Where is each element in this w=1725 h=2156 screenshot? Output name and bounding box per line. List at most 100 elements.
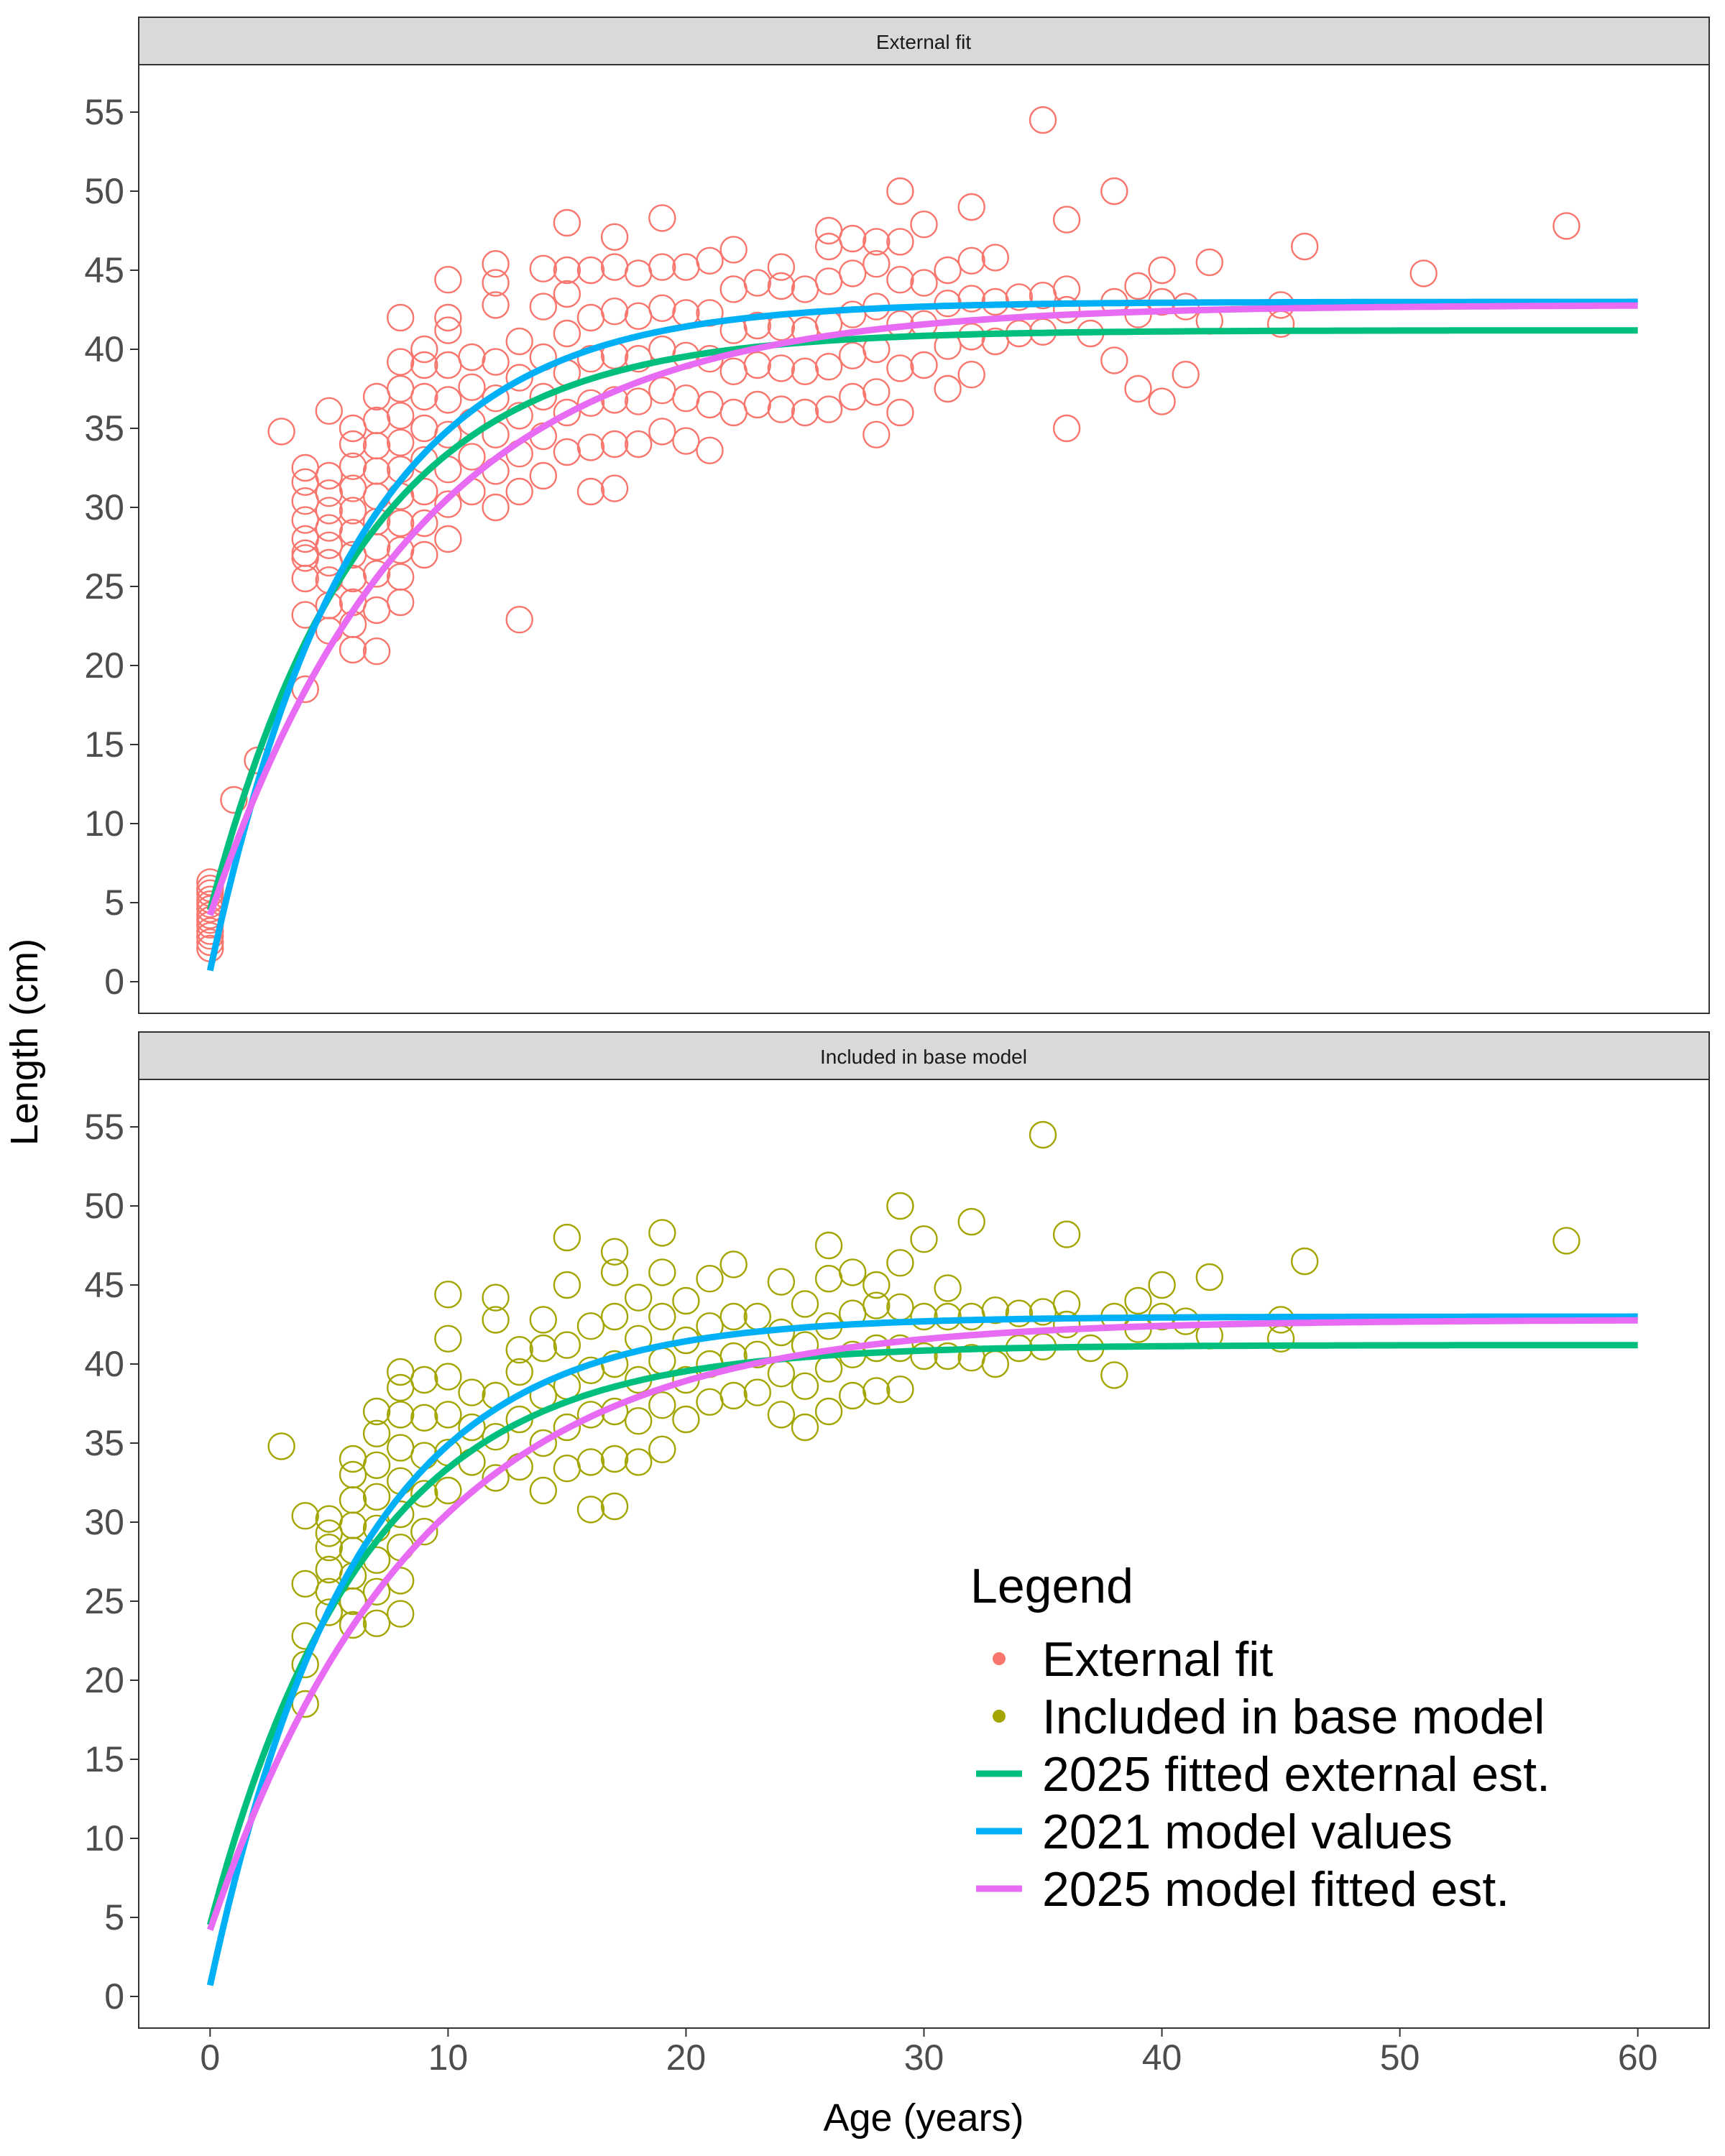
data-point [576, 477, 605, 506]
data-point [957, 361, 985, 389]
data-point [362, 637, 391, 665]
data-point [648, 1302, 676, 1331]
data-point [553, 280, 581, 308]
data-point [434, 303, 462, 332]
data-point [576, 256, 605, 285]
data-point [1124, 272, 1152, 300]
data-point [196, 928, 224, 957]
data-point [814, 1397, 843, 1426]
data-point [482, 348, 510, 376]
data-point [482, 1306, 510, 1334]
data-point [315, 461, 343, 490]
data-point [600, 298, 629, 326]
facet-panel-external-fit: External fit 0 5 10 15 20 25 30 35 40 45 50 55 [84, 17, 1710, 1014]
data-point [576, 1401, 605, 1429]
data-point [482, 269, 510, 297]
data-point [910, 269, 938, 297]
data-point [862, 1377, 891, 1405]
data-point [529, 1476, 557, 1505]
facet-strip [138, 1031, 1710, 1080]
data-point [529, 1334, 557, 1363]
data-point [814, 395, 843, 423]
data-point [648, 204, 676, 232]
data-point [1148, 1271, 1176, 1299]
data-point [529, 1429, 557, 1457]
data-point [957, 1207, 985, 1236]
data-point [291, 1501, 319, 1530]
data-point [410, 1404, 438, 1432]
y-tick-label: 45 [84, 1265, 124, 1305]
y-tick-label: 15 [84, 1739, 124, 1779]
data-point [505, 606, 533, 634]
plot-area-border [138, 64, 1710, 1014]
data-point [553, 1271, 581, 1299]
legend-item-label: Included in base model [1042, 1690, 1545, 1744]
data-point [814, 1231, 843, 1260]
x-tick-label: 20 [666, 2037, 707, 2078]
y-tick-label: 30 [84, 487, 124, 528]
data-point [339, 1611, 367, 1639]
growth-curve [207, 302, 1638, 916]
data-point [767, 395, 796, 423]
data-point [625, 1448, 653, 1476]
data-point [434, 490, 462, 518]
data-point [553, 256, 581, 285]
data-point [910, 351, 938, 379]
y-tick-label: 0 [104, 962, 124, 1002]
y-tick-label: 20 [84, 1660, 124, 1700]
data-point [553, 319, 581, 348]
y-tick-label: 25 [84, 566, 124, 607]
data-point [957, 285, 985, 313]
data-point [862, 1271, 891, 1299]
data-point [339, 430, 367, 459]
data-point [934, 1342, 962, 1370]
y-tick-label: 0 [104, 1976, 124, 2017]
data-point [648, 294, 676, 322]
x-axis-title: Age (years) [823, 2096, 1024, 2139]
y-tick-label: 5 [104, 883, 124, 923]
data-point [482, 250, 510, 278]
data-point [434, 1401, 462, 1429]
facet-strip-label: Included in base model [820, 1046, 1027, 1068]
y-tick-label: 5 [104, 1897, 124, 1938]
data-point [267, 1432, 295, 1460]
data-point [696, 247, 724, 275]
data-point [529, 1306, 557, 1334]
data-point [886, 1192, 914, 1220]
data-point [743, 1340, 772, 1369]
data-point [576, 345, 605, 373]
data-point [410, 477, 438, 506]
y-tick-label: 25 [84, 1581, 124, 1621]
data-point [1195, 248, 1224, 277]
data-point [553, 398, 581, 427]
data-point [339, 452, 367, 480]
data-point [791, 1413, 819, 1442]
legend-key-point [993, 1710, 1006, 1723]
data-point [434, 1363, 462, 1391]
growth-curve [206, 1342, 1638, 1926]
growth-curve [206, 1313, 1638, 1986]
legend-item-label: 2025 fitted external est. [1042, 1747, 1550, 1802]
data-point [719, 236, 748, 264]
y-tick-label: 30 [84, 1502, 124, 1542]
data-point [434, 420, 462, 448]
data-point [315, 514, 343, 542]
data-point [1552, 212, 1581, 240]
data-point [791, 357, 819, 385]
data-point [410, 335, 438, 364]
y-tick-label: 10 [84, 1818, 124, 1858]
x-tick-label: 0 [200, 2037, 220, 2078]
y-tick-label: 10 [84, 803, 124, 844]
data-point [1290, 1247, 1319, 1276]
data-point [625, 345, 653, 373]
data-point [767, 272, 796, 300]
data-point [553, 208, 581, 237]
data-point [862, 250, 891, 278]
data-point [862, 228, 891, 256]
data-point [387, 536, 415, 564]
facet-panel-included-in-base-model: Included in base model 0 5 10 15 20 25 30 35 40 4… [84, 1031, 1710, 2029]
data-point [600, 474, 629, 502]
data-point [458, 443, 486, 471]
x-axis: 0 10 20 30 40 50 60 [200, 2028, 1657, 2078]
